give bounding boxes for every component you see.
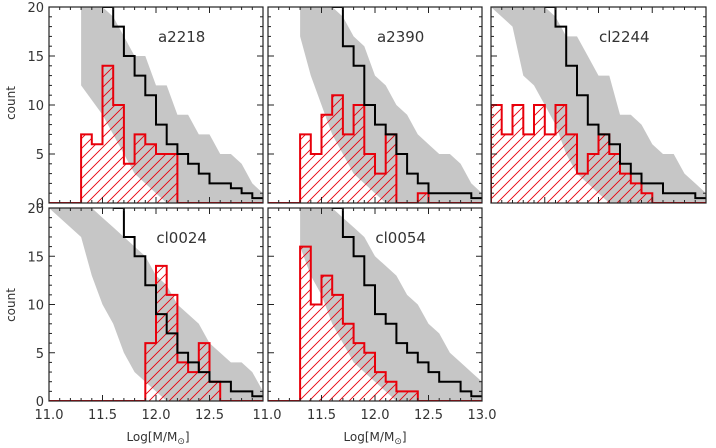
y-tick-label: 0 [36, 197, 44, 212]
panel-a2218: a2218 0 5 10 15 20 [27, 1, 264, 212]
panel-cl2244: cl2244 [490, 6, 707, 204]
x-tick-label: 13.0 [468, 408, 497, 423]
black-histogram [102, 7, 263, 200]
black-histogram [332, 7, 482, 200]
black-histogram [113, 208, 263, 398]
x-axis-label-close: ] [402, 430, 407, 444]
x-tick-label: 11.0 [35, 408, 64, 423]
x-axis-label-text: Log[M/M [126, 430, 177, 444]
red-histogram [268, 245, 482, 401]
y-tick-label: 5 [36, 347, 44, 362]
panel-a2390: a2390 [267, 6, 483, 204]
y-tick-label: 0 [36, 395, 44, 410]
x-tick-label: 11.5 [88, 408, 117, 423]
x-axis-label-left: Log[M/M⊙] [126, 430, 189, 447]
red-histogram [49, 264, 263, 401]
panel-cl0054: cl0054 11.5 12.0 12.5 13.0 [267, 207, 497, 423]
x-tick-label: 12.5 [195, 408, 224, 423]
band-region [300, 208, 482, 401]
red-histogram [268, 94, 482, 203]
x-tick-label: 12.0 [361, 408, 390, 423]
y-tick-label: 5 [36, 148, 44, 163]
red-histogram [491, 104, 706, 203]
panel-cl0024: cl0024 0 5 10 15 20 11.0 11.5 12.0 12.5 11.0 [27, 202, 281, 423]
cluster-label: a2218 [158, 28, 205, 46]
solar-symbol: ⊙ [177, 437, 185, 447]
x-tick-label: 12.5 [414, 408, 443, 423]
x-axis-label-close: ] [185, 430, 190, 444]
y-tick-label: 15 [27, 250, 44, 265]
y-tick-label: 10 [27, 299, 44, 314]
black-histogram [544, 7, 706, 200]
x-tick-label: 11.5 [307, 408, 336, 423]
black-histogram [332, 208, 482, 398]
x-tick-label: 12.0 [142, 408, 171, 423]
panels: a2218 0 5 10 15 20 a2390 cl2244 cl0024 0 5 10 15 20 11… [27, 1, 707, 423]
y-axis-label-bottom: count [4, 288, 18, 322]
cluster-label: cl2244 [599, 28, 650, 46]
solar-symbol: ⊙ [394, 437, 402, 447]
y-tick-label: 20 [27, 1, 44, 16]
cluster-label: cl0054 [375, 229, 426, 247]
y-tick-label: 10 [27, 99, 44, 114]
x-axis-label-right: Log[M/M⊙] [343, 430, 406, 447]
y-tick-label: 20 [27, 202, 44, 217]
axis-labels: count count Log[M/M⊙] Log[M/M⊙] [4, 86, 407, 447]
y-tick-label: 15 [27, 50, 44, 65]
cluster-label: a2390 [377, 28, 424, 46]
y-axis-label-top: count [4, 86, 18, 120]
x-axis-label-text: Log[M/M [343, 430, 394, 444]
x-tick-label: 11.0 [253, 408, 282, 423]
band-region [491, 7, 706, 203]
cluster-label: cl0024 [156, 229, 207, 247]
red-histogram [49, 64, 263, 203]
